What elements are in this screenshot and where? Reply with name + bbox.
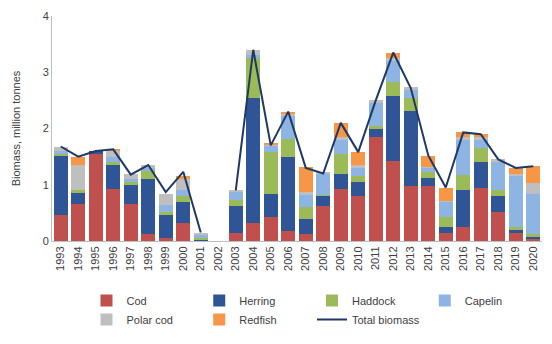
svg-text:2012: 2012	[387, 246, 399, 270]
svg-text:Haddock: Haddock	[352, 295, 396, 307]
svg-text:2005: 2005	[264, 246, 276, 270]
svg-text:2007: 2007	[299, 246, 311, 270]
svg-text:2004: 2004	[247, 246, 259, 270]
svg-text:2008: 2008	[317, 246, 329, 270]
svg-text:Cod: Cod	[127, 295, 147, 307]
svg-text:2001: 2001	[194, 246, 206, 270]
svg-text:1994: 1994	[72, 246, 84, 270]
svg-text:2009: 2009	[334, 246, 346, 270]
svg-text:4: 4	[43, 10, 49, 22]
svg-text:Biomass, million tonnes: Biomass, million tonnes	[10, 70, 22, 186]
svg-text:2017: 2017	[474, 246, 486, 270]
svg-text:Herring: Herring	[239, 295, 275, 307]
svg-text:2015: 2015	[439, 246, 451, 270]
svg-text:2003: 2003	[229, 246, 241, 270]
svg-text:3: 3	[43, 66, 49, 78]
svg-text:0: 0	[43, 235, 49, 247]
svg-text:2006: 2006	[282, 246, 294, 270]
svg-text:2013: 2013	[404, 246, 416, 270]
svg-text:2010: 2010	[352, 246, 364, 270]
svg-text:2019: 2019	[509, 246, 521, 270]
svg-text:2014: 2014	[422, 246, 434, 270]
svg-text:1993: 1993	[54, 246, 66, 270]
svg-text:Polar cod: Polar cod	[127, 314, 173, 326]
svg-text:Redfish: Redfish	[239, 314, 276, 326]
svg-text:1997: 1997	[124, 246, 136, 270]
svg-text:2018: 2018	[492, 246, 504, 270]
svg-text:1996: 1996	[107, 246, 119, 270]
svg-text:1998: 1998	[142, 246, 154, 270]
svg-text:1995: 1995	[89, 246, 101, 270]
svg-text:2002: 2002	[212, 246, 224, 270]
svg-text:1999: 1999	[159, 246, 171, 270]
svg-text:2016: 2016	[457, 246, 469, 270]
svg-text:Capelin: Capelin	[465, 295, 502, 307]
svg-text:Total biomass: Total biomass	[352, 314, 420, 326]
svg-text:2020: 2020	[527, 246, 539, 270]
svg-text:2000: 2000	[177, 246, 189, 270]
svg-text:2011: 2011	[369, 246, 381, 270]
svg-text:2: 2	[43, 122, 49, 134]
svg-text:1: 1	[43, 179, 49, 191]
